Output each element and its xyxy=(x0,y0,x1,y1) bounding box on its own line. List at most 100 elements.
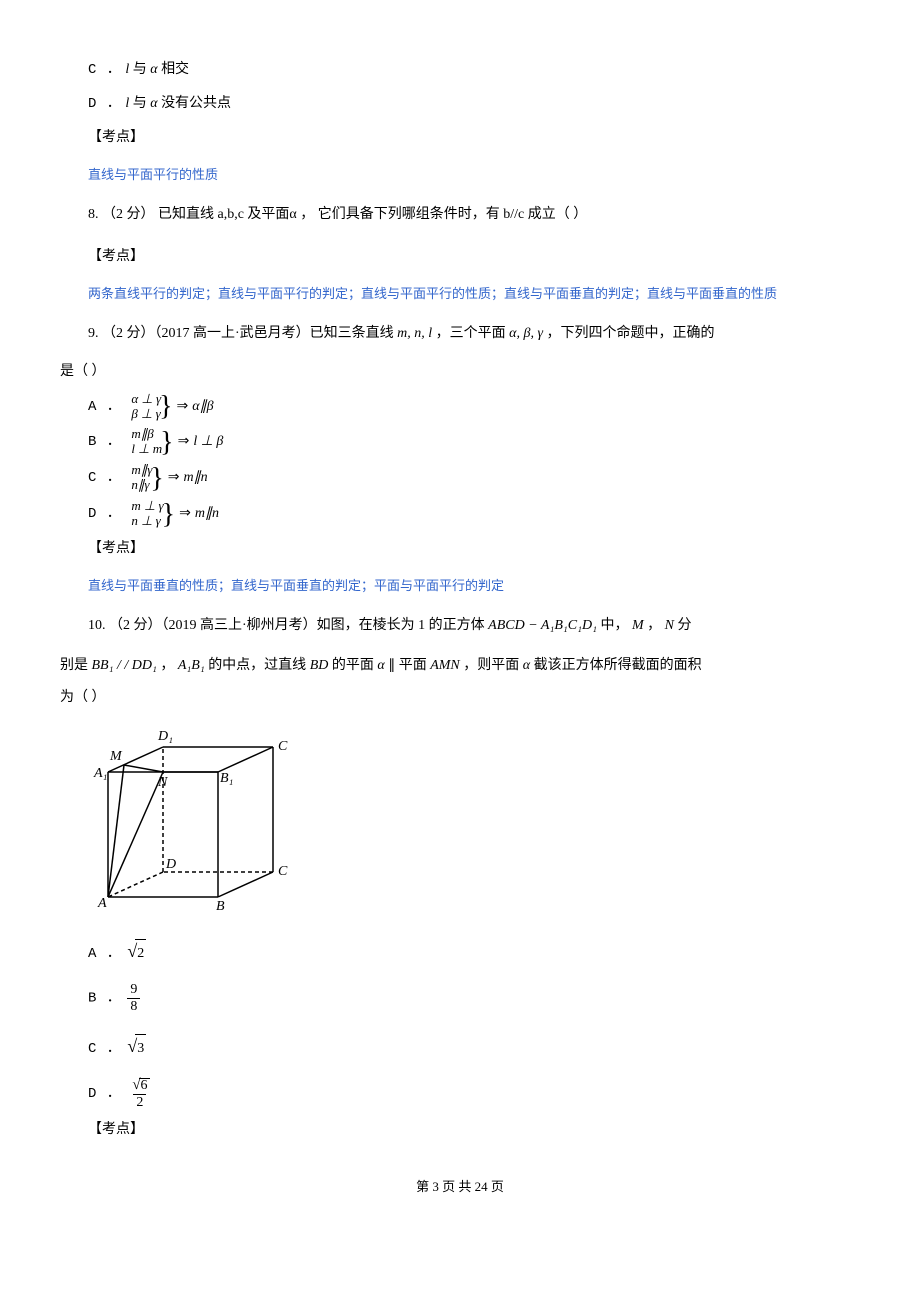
sqrt-expression: √6 xyxy=(130,1078,149,1093)
q9-stem: 9. （2 分）（2017 高一上·武邑月考）已知三条直线 m, n, l ，三… xyxy=(60,319,860,350)
q10-option-d: D ． √6 2 xyxy=(60,1078,860,1110)
q7-kaodian-label: 【考点】 xyxy=(60,124,860,152)
text: 截该正方体所得截面的面积 xyxy=(534,658,702,673)
q9-option-b: B ． m∥β l ⊥ m } ⇒ l ⊥ β xyxy=(60,427,860,457)
right-brace-icon: } xyxy=(162,502,175,527)
option-letter: B ． xyxy=(88,435,122,451)
fraction: √6 2 xyxy=(127,1078,152,1110)
math-alpha: α xyxy=(150,96,157,111)
option-letter: C ． xyxy=(88,1041,122,1057)
text: 平面 xyxy=(399,658,431,673)
result: m∥n xyxy=(184,464,208,492)
sqrt-arg: 3 xyxy=(135,1034,146,1063)
label-M: M xyxy=(109,749,123,764)
option-letter: D ． xyxy=(88,506,122,522)
implies-icon: ⇒ xyxy=(178,428,190,456)
q9-option-d: D ． m ⊥ γ n ⊥ γ } ⇒ m∥n xyxy=(60,499,860,529)
brace-row1: α ⊥ γ xyxy=(131,392,161,407)
brace-expression: m∥γ n∥γ } ⇒ m∥n xyxy=(131,463,207,493)
label-B: B xyxy=(216,899,225,912)
sqrt-expression: √2 xyxy=(125,933,146,969)
q10-stem-line2: 别是 BB₁ / / DD₁ ， A₁B₁ 的中点，过直线 BD 的平面 α ∥… xyxy=(60,652,860,680)
q10-option-a: A ． √2 xyxy=(60,933,860,969)
fraction: 9 8 xyxy=(127,983,140,1014)
brace-row1: m∥γ xyxy=(131,463,152,478)
q10-stem-line1: 10. （2 分）（2019 高三上·柳州月考）如图，在棱长为 1 的正方体 A… xyxy=(60,611,860,642)
text: ， xyxy=(160,658,178,673)
label-D: D xyxy=(165,857,176,872)
result: m∥n xyxy=(195,500,219,528)
math-a1b1: A₁B₁ xyxy=(178,658,205,673)
label-A: A xyxy=(97,896,107,911)
text: 没有公共点 xyxy=(161,96,231,111)
math-l: l xyxy=(125,62,129,77)
label-C1: C₁ xyxy=(278,739,288,754)
math-alpha: α xyxy=(377,658,384,673)
page-footer: 第 3 页 共 24 页 xyxy=(60,1174,860,1200)
q9-stem-line2: 是（ ） xyxy=(60,358,860,386)
q7-option-d: D ． l 与 α 没有公共点 xyxy=(60,90,860,118)
label-A1: A₁ xyxy=(93,766,107,781)
math-m: M xyxy=(632,618,644,633)
math-amn: AMN xyxy=(430,658,460,673)
text: 中， xyxy=(600,618,632,633)
option-letter: C ． xyxy=(88,471,122,487)
brace-row2: n ⊥ γ xyxy=(131,514,160,529)
sqrt-expression: √3 xyxy=(125,1028,146,1064)
text: 的中点，过直线 xyxy=(208,658,310,673)
label-B1: B₁ xyxy=(220,771,233,786)
denominator: 8 xyxy=(127,998,140,1014)
math-bd: BD xyxy=(310,658,329,673)
q9-option-c: C ． m∥γ n∥γ } ⇒ m∥n xyxy=(60,463,860,493)
text: 10. （2 分）（2019 高三上·柳州月考）如图，在棱长为 1 的正方体 xyxy=(88,618,488,633)
math-alpha: α xyxy=(523,658,530,673)
q10-option-c: C ． √3 xyxy=(60,1028,860,1064)
cube-diagram: A B C D A₁ B₁ C₁ D₁ M N xyxy=(88,722,860,923)
q9-kaodian-label: 【考点】 xyxy=(60,535,860,563)
text: ，下列四个命题中，正确的 xyxy=(547,326,715,341)
math-mnl: m, n, l xyxy=(397,326,432,341)
numerator: √6 xyxy=(127,1078,152,1094)
brace-expression: m ⊥ γ n ⊥ γ } ⇒ m∥n xyxy=(131,499,219,529)
parallel-icon: ∥ xyxy=(388,658,395,673)
option-letter: A ． xyxy=(88,399,122,415)
text: 相交 xyxy=(161,62,189,77)
text: 9. （2 分）（2017 高一上·武邑月考）已知三条直线 xyxy=(88,326,397,341)
brace-row2: β ⊥ γ xyxy=(131,407,160,422)
q7-topic: 直线与平面平行的性质 xyxy=(60,162,860,188)
q10-kaodian-label: 【考点】 xyxy=(60,1116,860,1144)
sqrt-arg: 2 xyxy=(135,939,146,968)
option-letter: C ． xyxy=(88,62,122,78)
option-letter: D ． xyxy=(88,1086,122,1102)
q9-option-a: A ． α ⊥ γ β ⊥ γ } ⇒ α∥β xyxy=(60,392,860,422)
right-brace-icon: } xyxy=(150,466,163,491)
brace-expression: m∥β l ⊥ m } ⇒ l ⊥ β xyxy=(131,427,223,457)
result: α∥β xyxy=(192,393,213,421)
text: 与 xyxy=(133,96,151,111)
label-N: N xyxy=(157,775,168,790)
option-letter: B ． xyxy=(88,991,122,1007)
math-alpha: α xyxy=(150,62,157,77)
implies-icon: ⇒ xyxy=(179,500,191,528)
q8-topic: 两条直线平行的判定；直线与平面平行的判定；直线与平面平行的性质；直线与平面垂直的… xyxy=(60,281,860,307)
q8-kaodian-label: 【考点】 xyxy=(60,243,860,271)
math-cube: ABCD − A₁B₁C₁D₁ xyxy=(488,618,597,633)
brace-row2: n∥γ xyxy=(131,478,149,493)
right-brace-icon: } xyxy=(159,394,172,419)
text: 别是 xyxy=(60,658,92,673)
sqrt-arg: 6 xyxy=(139,1078,150,1093)
brace-row2: l ⊥ m xyxy=(131,442,162,457)
brace-expression: α ⊥ γ β ⊥ γ } ⇒ α∥β xyxy=(131,392,213,422)
option-letter: D ． xyxy=(88,96,122,112)
text: 的平面 xyxy=(332,658,378,673)
label-D1: D₁ xyxy=(157,729,173,744)
label-C: C xyxy=(278,864,288,879)
math-l: l xyxy=(125,96,129,111)
text: 与 xyxy=(133,62,151,77)
q7-option-c: C ． l 与 α 相交 xyxy=(60,56,860,84)
numerator: 9 xyxy=(127,983,140,998)
math-bb1dd1: BB₁ / / DD₁ xyxy=(92,658,157,673)
q8-stem: 8. （2 分） 已知直线 a,b,c 及平面α ， 它们具备下列哪组条件时，有… xyxy=(60,200,860,231)
result: l ⊥ β xyxy=(193,428,223,456)
q10-option-b: B ． 9 8 xyxy=(60,983,860,1014)
